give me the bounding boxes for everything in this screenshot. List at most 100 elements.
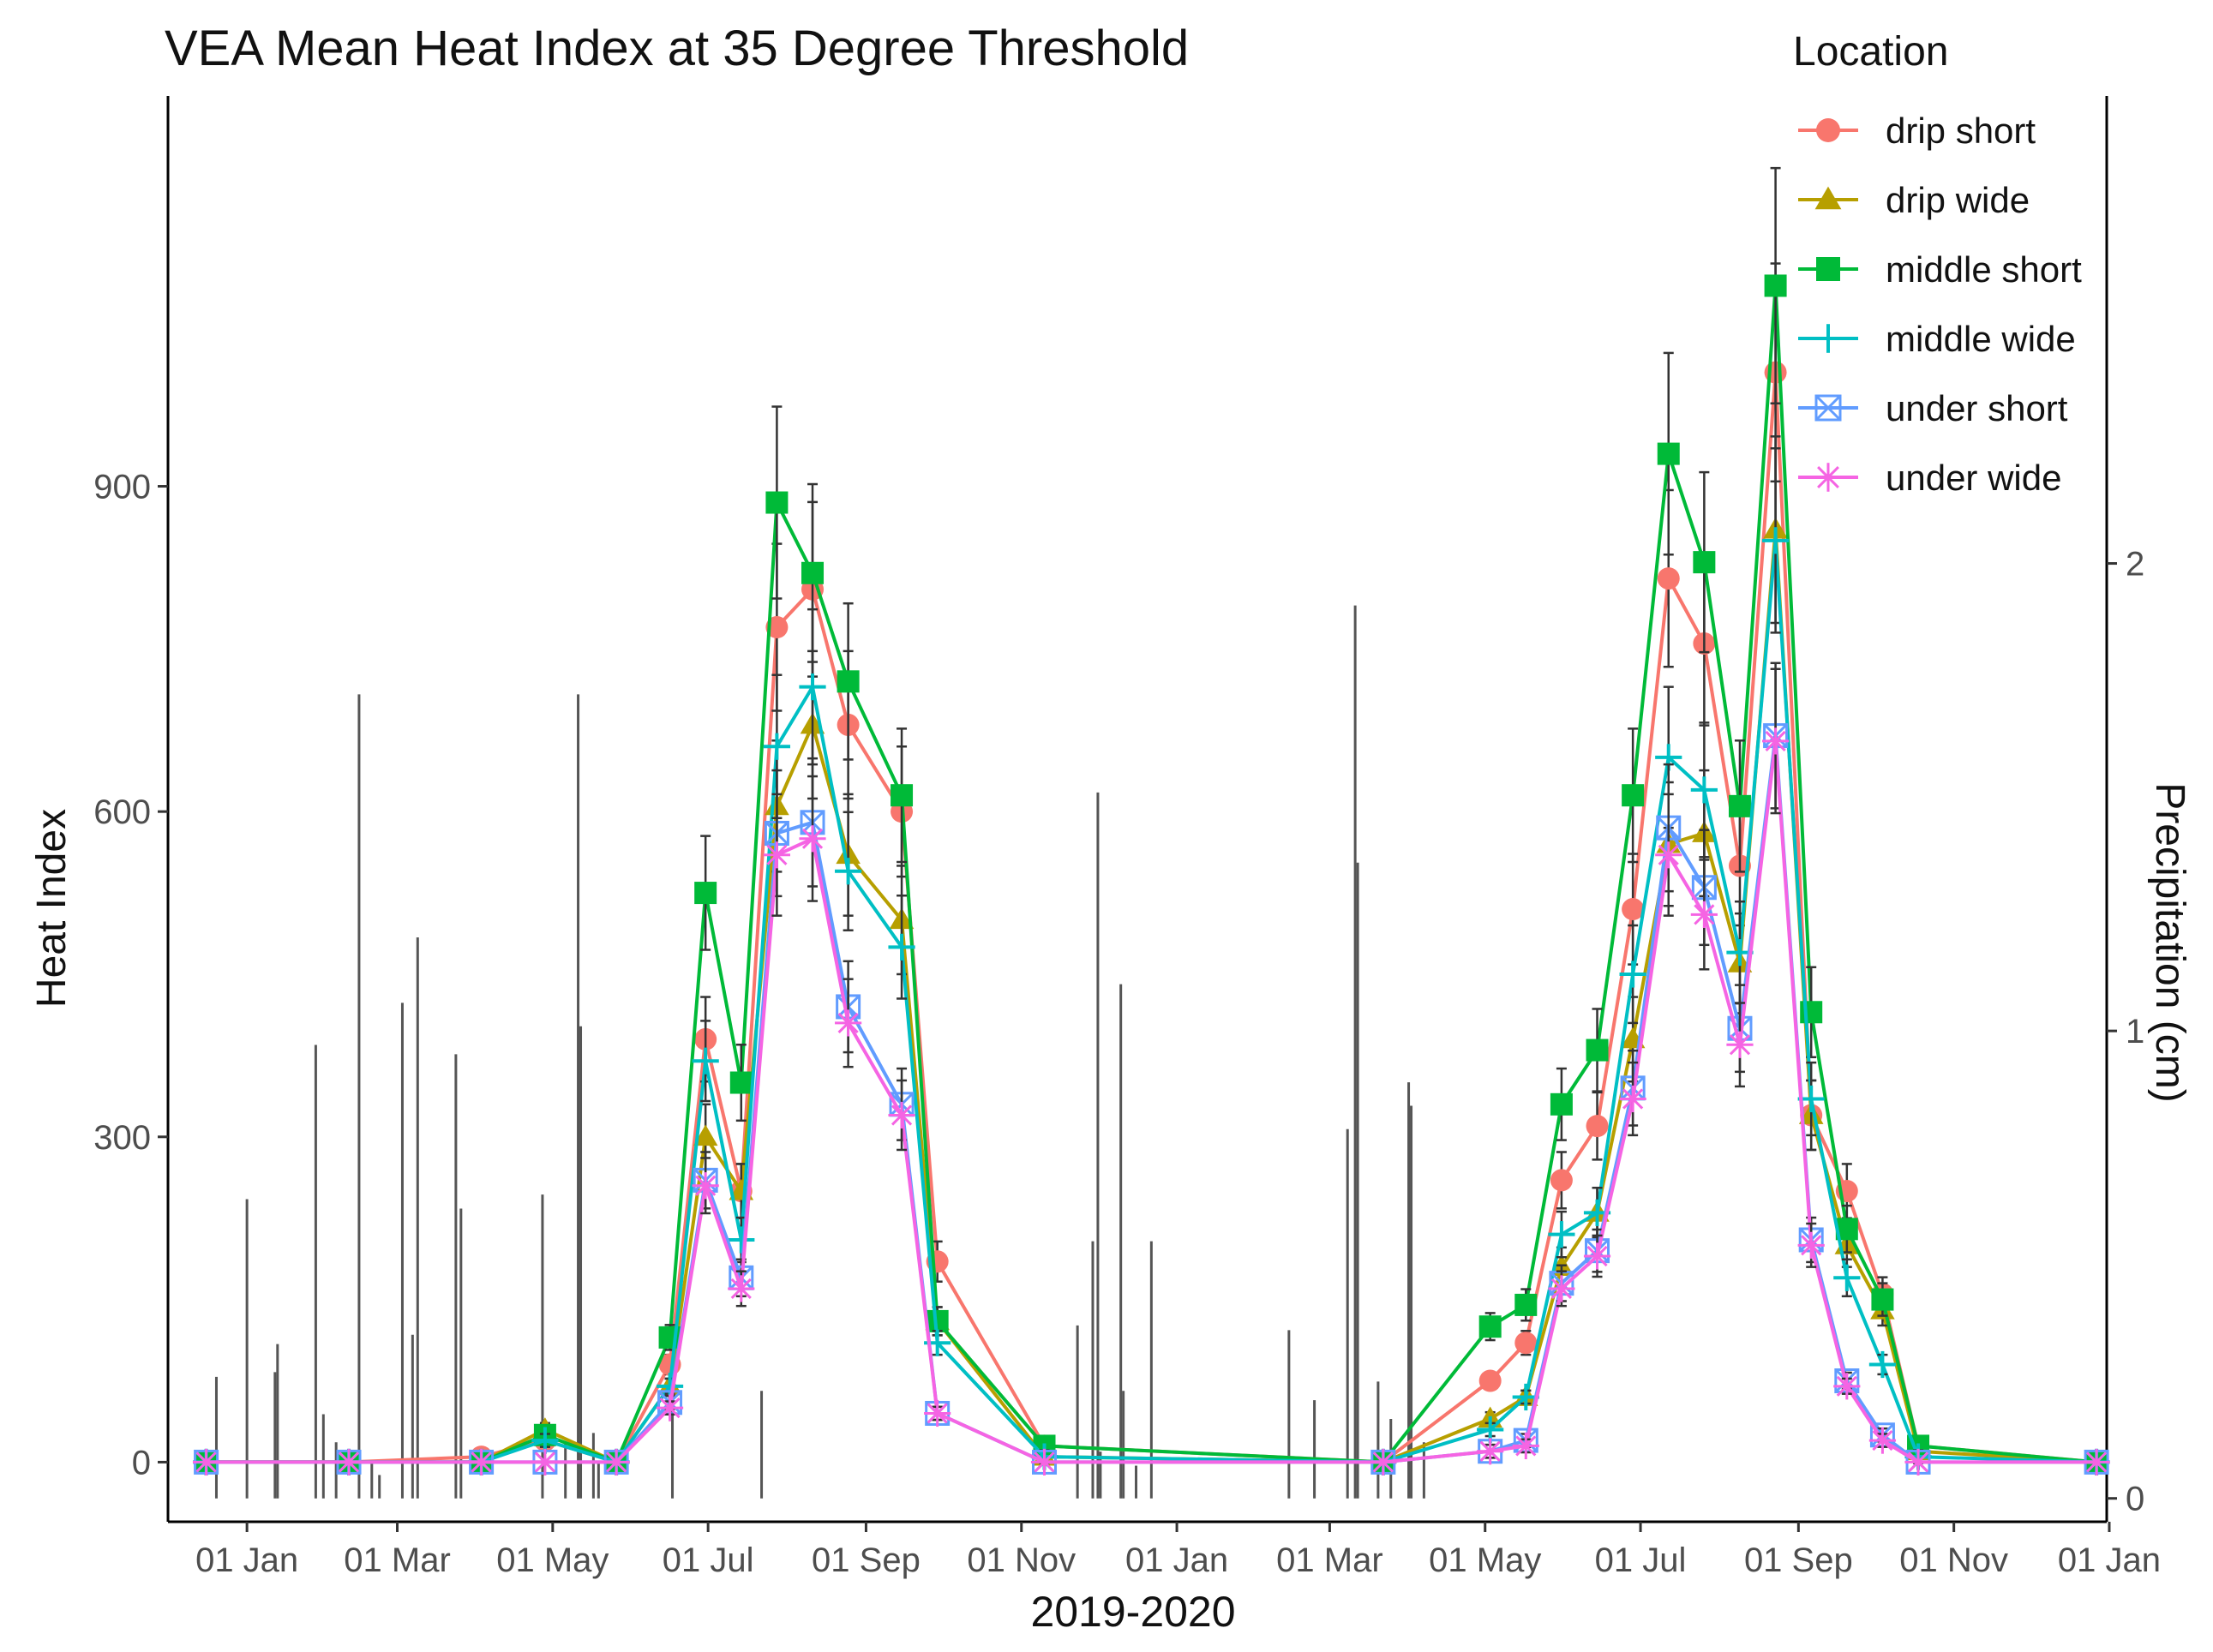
marker-square (694, 882, 717, 905)
legend-swatch-marker (1814, 324, 1843, 353)
data-point (765, 491, 789, 514)
data-point (1619, 961, 1646, 988)
data-point (888, 933, 915, 961)
data-point (1868, 1350, 1897, 1379)
x-tick-label: 01 Mar (1276, 1541, 1383, 1579)
marker-asterisk-arm (471, 1451, 492, 1473)
marker-square (1657, 442, 1680, 465)
marker-circle (1586, 1115, 1609, 1138)
data-point (1657, 567, 1680, 590)
data-point (693, 1124, 718, 1146)
marker-square (801, 561, 825, 584)
x-tick-label: 01 Jan (195, 1541, 298, 1579)
legend-title: Location (1793, 29, 1948, 75)
data-point (799, 825, 826, 853)
marker-asterisk-arm (606, 1451, 627, 1473)
data-point (729, 1071, 753, 1094)
data-point (1514, 1293, 1538, 1316)
x-tick-label: 01 Sep (812, 1541, 921, 1579)
marker-circle (1657, 567, 1680, 590)
data-point (891, 784, 914, 807)
legend-item: under wide (1798, 458, 2061, 498)
marker-asterisk-arm (730, 1278, 752, 1300)
marker-square (1871, 1288, 1894, 1311)
marker-square (1800, 1001, 1823, 1024)
marker-asterisk-arm (1622, 1088, 1644, 1110)
data-point (1478, 1315, 1502, 1338)
marker-asterisk-arm (1836, 1375, 1857, 1397)
marker-asterisk-arm (1372, 1451, 1394, 1473)
data-point (1586, 1115, 1609, 1138)
legend-item: middle short (1798, 249, 2082, 290)
marker-asterisk-arm (1801, 1235, 1822, 1256)
marker-asterisk-arm (534, 1451, 556, 1473)
marker-asterisk-arm (1694, 904, 1715, 925)
data-point (1693, 551, 1716, 574)
data-point (1477, 1438, 1504, 1465)
x-tick-label: 01 Jan (2058, 1541, 2161, 1579)
marker-asterisk-arm (2086, 1451, 2108, 1473)
legend-swatch-marker (1814, 186, 1842, 210)
data-point (1726, 1031, 1754, 1058)
data-point (1550, 1169, 1573, 1192)
marker-square (1728, 794, 1751, 817)
marker-circle (1478, 1369, 1502, 1392)
data-point (1690, 776, 1718, 804)
y-tick-label: 900 (93, 469, 151, 506)
marker-asterisk-arm (766, 844, 788, 865)
data-point (1548, 1221, 1575, 1248)
data-point (192, 1448, 220, 1476)
data-point (765, 616, 789, 639)
marker-asterisk-arm (1479, 1440, 1501, 1462)
marker-circle (1816, 118, 1840, 142)
marker-asterisk-arm (1872, 1430, 1893, 1451)
marker-asterisk-arm (1658, 844, 1679, 865)
series-lines (192, 166, 2110, 1476)
x-tick-label: 01 Sep (1744, 1541, 1853, 1579)
data-point (1904, 1448, 1932, 1476)
marker-square (1764, 274, 1787, 297)
data-point (1548, 1275, 1575, 1302)
marker-asterisk-arm (891, 1104, 913, 1126)
marker-square (1478, 1315, 1502, 1338)
marker-square (1550, 1092, 1573, 1116)
data-point (1583, 1242, 1611, 1270)
data-point (1586, 1038, 1609, 1062)
marker-square (891, 784, 914, 807)
marker-asterisk-arm (1550, 1278, 1572, 1300)
chart-title: VEA Mean Heat Index at 35 Degree Thresho… (165, 21, 1189, 76)
marker-asterisk-arm (695, 1175, 717, 1196)
x-tick-label: 01 May (1429, 1541, 1541, 1579)
data-point (888, 1101, 915, 1129)
data-point (1764, 274, 1787, 297)
data-point (837, 670, 860, 693)
marker-asterisk-arm (1765, 730, 1786, 752)
data-point (1761, 527, 1790, 554)
axes: 0 300 600 900 0 1 2 01 Jan 01 Mar 01 May 01 Jul 01 … (93, 96, 2161, 1579)
data-point (924, 1399, 951, 1428)
y-axis-label: Heat Index (29, 809, 75, 1008)
data-point (1030, 1448, 1059, 1476)
y2-tick-label: 0 (2126, 1481, 2144, 1518)
x-tick-label: 01 Jul (663, 1541, 754, 1579)
x-axis-label: 2019-2020 (1030, 1588, 1235, 1636)
legend-item: drip short (1798, 111, 2036, 151)
marker-circle (765, 616, 789, 639)
data-point (692, 1172, 719, 1200)
marker-asterisk-arm (1907, 1451, 1929, 1473)
data-point (335, 1448, 363, 1476)
marker-x2 (1814, 394, 1842, 422)
data-point (1868, 1427, 1897, 1454)
data-point (1514, 1332, 1538, 1355)
data-point (656, 1394, 684, 1422)
marker-triangle (1814, 186, 1842, 210)
x-tick-label: 01 Jul (1595, 1541, 1687, 1579)
x-tick-label: 01 Nov (967, 1541, 1076, 1579)
marker-square (765, 491, 789, 514)
marker-circle (1514, 1332, 1538, 1355)
data-point (531, 1448, 559, 1476)
data-point (1833, 1264, 1861, 1291)
x-tick-label: 01 May (496, 1541, 609, 1579)
marker-asterisk-arm (1817, 466, 1839, 488)
